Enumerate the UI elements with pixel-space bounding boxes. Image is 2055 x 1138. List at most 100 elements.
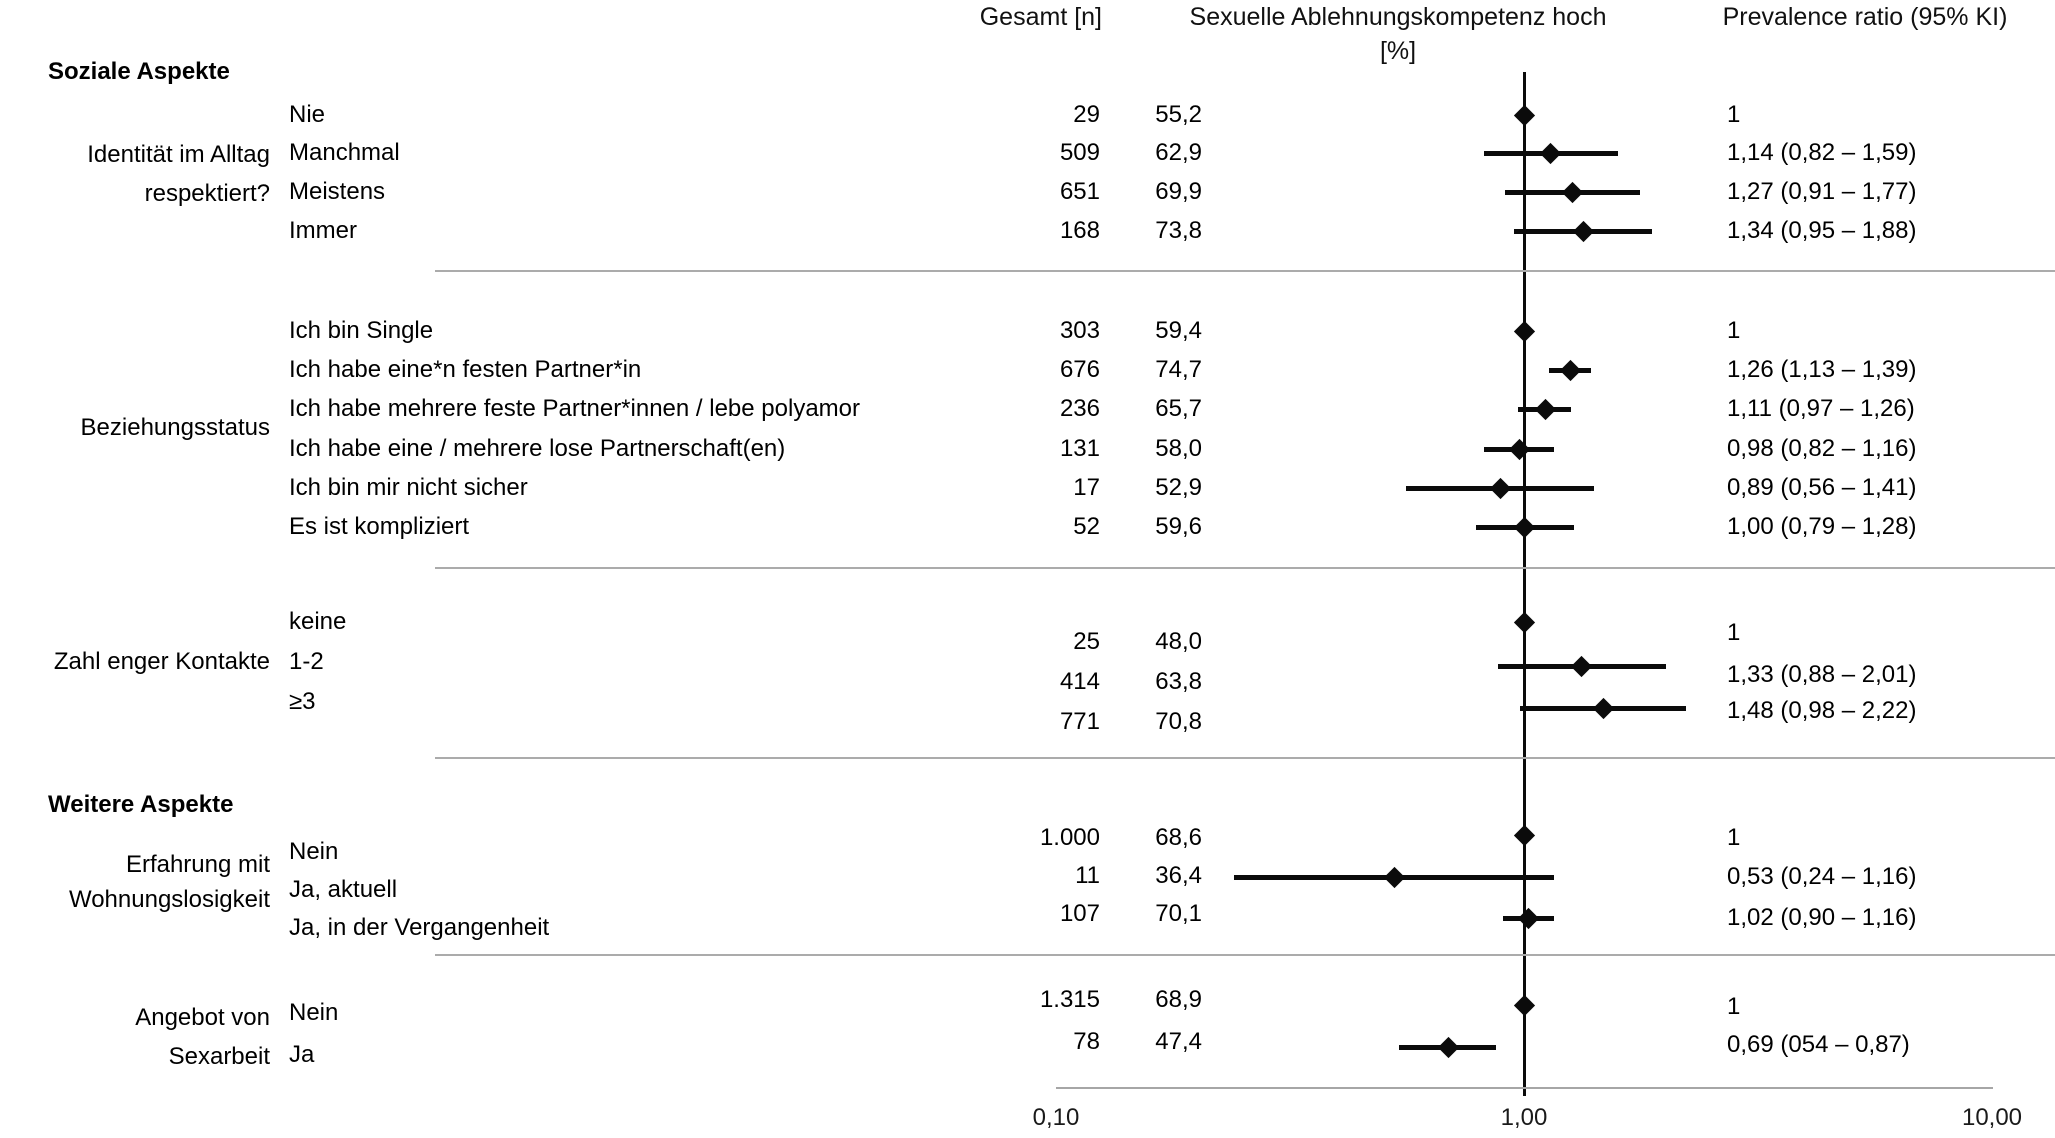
pr-point-marker bbox=[1513, 104, 1535, 126]
row-n: 52 bbox=[1073, 513, 1100, 540]
column-header-gesamt: Gesamt [n] bbox=[979, 3, 1102, 31]
row-n: 168 bbox=[1059, 217, 1100, 244]
row-label: Manchmal bbox=[289, 139, 400, 166]
pr-value-text: 0,89 (0,56 – 1,41) bbox=[1727, 474, 1917, 501]
row-label: Meistens bbox=[289, 178, 386, 205]
pr-value-text: 1 bbox=[1727, 101, 1741, 128]
row-pct: 48,0 bbox=[1155, 628, 1202, 655]
row-pct: 62,9 bbox=[1155, 139, 1202, 166]
reference-line-pr-1 bbox=[1523, 72, 1526, 1096]
row-pct: 47,4 bbox=[1155, 1028, 1202, 1055]
row-pct: 74,7 bbox=[1155, 356, 1202, 383]
row-label: Nein bbox=[289, 838, 339, 865]
pr-value-text: 1 bbox=[1727, 824, 1741, 851]
x-axis-line bbox=[1056, 1087, 1993, 1089]
group-label: Sexarbeit bbox=[168, 1043, 270, 1070]
row-n: 29 bbox=[1073, 101, 1100, 128]
pr-value-text: 1 bbox=[1727, 993, 1741, 1020]
pr-point-marker bbox=[1517, 907, 1539, 929]
pr-point-marker bbox=[1560, 359, 1582, 381]
pr-value-text: 1 bbox=[1727, 619, 1741, 646]
pr-point-marker bbox=[1561, 181, 1584, 203]
pr-point-marker bbox=[1489, 477, 1511, 499]
row-n: 131 bbox=[1059, 435, 1100, 462]
row-label: Ich habe mehrere feste Partner*innen / l… bbox=[289, 395, 860, 422]
row-n: 11 bbox=[1075, 862, 1100, 889]
pr-point-marker bbox=[1513, 611, 1535, 633]
pr-value-text: 1,27 (0,91 – 1,77) bbox=[1727, 178, 1917, 205]
pr-value-text: 1,33 (0,88 – 2,01) bbox=[1727, 661, 1917, 688]
row-n: 17 bbox=[1073, 474, 1100, 501]
row-n: 771 bbox=[1059, 708, 1100, 735]
row-label: Ich habe eine / mehrere lose Partnerscha… bbox=[289, 435, 786, 462]
row-pct: 73,8 bbox=[1155, 217, 1202, 244]
row-pct: 63,8 bbox=[1155, 668, 1202, 695]
row-n: 1.315 bbox=[1039, 986, 1100, 1013]
pr-point-marker bbox=[1513, 516, 1535, 538]
x-axis-tick-label: 0,10 bbox=[1032, 1104, 1080, 1131]
row-n: 414 bbox=[1059, 668, 1100, 695]
pr-point-marker bbox=[1513, 320, 1535, 342]
x-axis-tick-label: 1,00 bbox=[1500, 1104, 1548, 1131]
pr-point-marker bbox=[1534, 398, 1556, 420]
row-n: 676 bbox=[1059, 356, 1100, 383]
pr-point-marker bbox=[1513, 824, 1535, 846]
row-n: 509 bbox=[1059, 139, 1100, 166]
row-label: Nein bbox=[289, 999, 339, 1026]
row-n: 236 bbox=[1059, 395, 1100, 422]
pr-point-marker bbox=[1509, 438, 1531, 460]
group-label: Zahl enger Kontakte bbox=[53, 648, 270, 675]
row-label: ≥3 bbox=[289, 688, 316, 715]
pr-point-marker bbox=[1593, 697, 1615, 719]
row-pct: 59,6 bbox=[1155, 513, 1202, 540]
column-header-outcome-line2: [%] bbox=[1379, 37, 1417, 65]
pr-point-marker bbox=[1572, 220, 1595, 242]
row-label: 1-2 bbox=[289, 648, 324, 675]
row-pct: 65,7 bbox=[1155, 395, 1202, 422]
row-n: 651 bbox=[1059, 178, 1100, 205]
pr-value-text: 0,98 (0,82 – 1,16) bbox=[1727, 435, 1917, 462]
row-pct: 58,0 bbox=[1155, 435, 1202, 462]
group-label: Wohnungslosigkeit bbox=[68, 886, 270, 913]
row-pct: 70,8 bbox=[1155, 708, 1202, 735]
row-n: 25 bbox=[1073, 628, 1100, 655]
pr-value-text: 0,69 (054 – 0,87) bbox=[1727, 1031, 1910, 1058]
row-pct: 69,9 bbox=[1155, 178, 1202, 205]
pr-value-text: 1,11 (0,97 – 1,26) bbox=[1727, 395, 1915, 422]
row-n: 107 bbox=[1059, 900, 1100, 927]
pr-value-text: 1,34 (0,95 – 1,88) bbox=[1727, 217, 1917, 244]
row-label: Nie bbox=[289, 101, 326, 128]
pr-value-text: 1,14 (0,82 – 1,59) bbox=[1727, 139, 1917, 166]
pr-point-marker bbox=[1571, 655, 1593, 677]
pr-value-text: 1,26 (1,13 – 1,39) bbox=[1727, 356, 1917, 383]
group-label: Angebot von bbox=[135, 1004, 270, 1031]
column-header-prevalence-ratio: Prevalence ratio (95% KI) bbox=[1722, 3, 2008, 31]
row-label: Ja, in der Vergangenheit bbox=[289, 914, 550, 941]
row-label: keine bbox=[289, 608, 347, 635]
pr-point-marker bbox=[1540, 142, 1562, 164]
row-label: Es ist kompliziert bbox=[289, 513, 470, 540]
row-n: 303 bbox=[1059, 317, 1100, 344]
section-header: Weitere Aspekte bbox=[48, 791, 234, 818]
group-label: Identität im Alltag bbox=[87, 141, 270, 168]
pr-point-marker bbox=[1437, 1036, 1460, 1058]
section-divider bbox=[435, 954, 2055, 956]
section-header: Soziale Aspekte bbox=[48, 58, 230, 85]
x-axis-tick-label: 10,00 bbox=[1961, 1104, 2023, 1131]
pr-value-text: 1,00 (0,79 – 1,28) bbox=[1727, 513, 1917, 540]
row-pct: 59,4 bbox=[1155, 317, 1202, 344]
group-label: Erfahrung mit bbox=[125, 851, 270, 878]
pr-point-marker bbox=[1513, 994, 1535, 1016]
row-label: Ja, aktuell bbox=[289, 876, 398, 903]
row-n: 1.000 bbox=[1039, 824, 1100, 851]
group-label: respektiert? bbox=[144, 180, 270, 207]
row-pct: 36,4 bbox=[1155, 862, 1202, 889]
column-header-outcome-line1: Sexuelle Ablehnungskompetenz hoch bbox=[1189, 3, 1607, 31]
pr-value-text: 1 bbox=[1727, 317, 1741, 344]
row-pct: 68,6 bbox=[1155, 824, 1202, 851]
group-label: Beziehungsstatus bbox=[80, 414, 270, 441]
row-pct: 55,2 bbox=[1155, 101, 1202, 128]
row-n: 78 bbox=[1073, 1028, 1100, 1055]
pr-value-text: 1,02 (0,90 – 1,16) bbox=[1727, 904, 1917, 931]
